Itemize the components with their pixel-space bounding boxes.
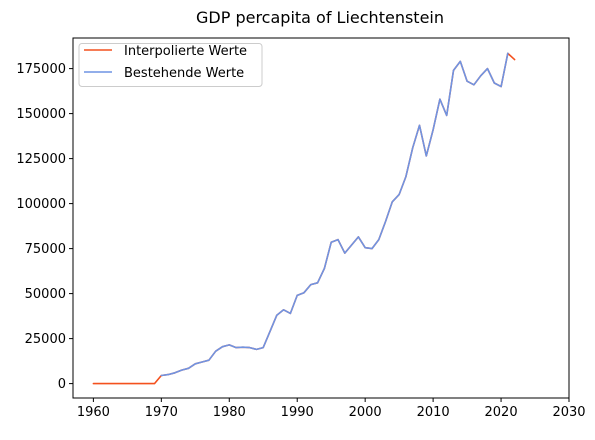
y-axis: 0 25000 50000 75000 100000 125000 150000 175000 bbox=[16, 62, 73, 392]
x-tick-label: 2020 bbox=[485, 405, 518, 420]
y-tick-label: 75000 bbox=[25, 242, 66, 257]
y-tick-label: 150000 bbox=[16, 107, 66, 122]
x-tick-label: 2010 bbox=[417, 405, 450, 420]
x-tick-label: 2000 bbox=[349, 405, 382, 420]
y-tick-label: 50000 bbox=[25, 287, 66, 302]
y-tick-label: 25000 bbox=[25, 332, 66, 347]
plot-frame bbox=[72, 37, 570, 399]
legend-label-2: Bestehende Werte bbox=[124, 66, 244, 81]
legend-box bbox=[78, 43, 263, 87]
x-tick-label: 2030 bbox=[552, 405, 585, 420]
legend-label-1: Interpolierte Werte bbox=[124, 44, 247, 59]
x-tick-label: 1970 bbox=[145, 405, 178, 420]
x-tick-label: 1980 bbox=[213, 405, 246, 420]
chart-title: GDP percapita of Liechtenstein bbox=[196, 8, 444, 27]
x-tick-label: 1990 bbox=[281, 405, 314, 420]
series-line-2 bbox=[160, 52, 509, 377]
y-tick-label: 125000 bbox=[16, 152, 66, 167]
x-tick-label: 1960 bbox=[77, 405, 110, 420]
y-tick-label: 100000 bbox=[16, 197, 66, 212]
x-axis: 1960 1970 1980 1990 2000 2010 2020 2030 bbox=[77, 398, 586, 420]
plot-area bbox=[73, 38, 569, 398]
y-tick-label: 0 bbox=[58, 377, 66, 392]
series-group bbox=[92, 52, 516, 385]
legend: Interpolierte Werte Bestehende Werte bbox=[78, 43, 263, 87]
y-tick-label: 175000 bbox=[16, 62, 66, 77]
